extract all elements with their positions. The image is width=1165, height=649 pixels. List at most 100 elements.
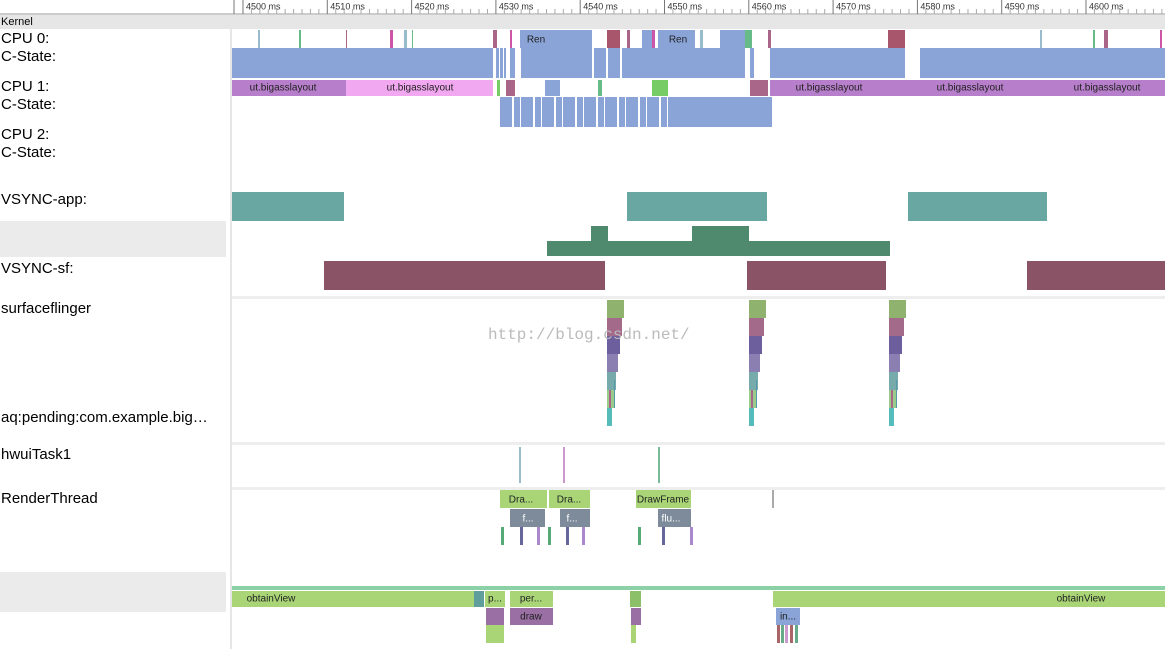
slice-label: ut.bigasslayout <box>250 83 317 94</box>
slice <box>605 97 612 127</box>
slice <box>556 97 562 127</box>
slice <box>542 97 549 127</box>
slice <box>607 408 612 426</box>
slice <box>1040 30 1042 48</box>
slice <box>652 80 668 96</box>
slice <box>889 300 906 318</box>
slice <box>520 30 592 48</box>
vsync-app-slice <box>908 192 1047 221</box>
slice <box>607 336 620 354</box>
slice <box>781 625 784 643</box>
counter <box>591 226 608 241</box>
slice <box>622 48 745 78</box>
slice <box>545 80 560 96</box>
ruler-label: 4530 ms <box>499 1 534 11</box>
slice <box>636 490 691 508</box>
slice <box>570 97 575 127</box>
slice <box>506 80 515 96</box>
slice <box>510 591 553 607</box>
track-bg <box>0 221 226 257</box>
slice <box>777 625 780 643</box>
slice-label: ut.bigasslayout <box>937 83 1004 94</box>
slice-label: Dra... <box>557 495 581 506</box>
slice <box>720 30 745 48</box>
slice <box>658 30 695 48</box>
slice <box>528 97 533 127</box>
slice <box>749 354 760 372</box>
slice <box>485 591 505 607</box>
slice <box>889 408 894 426</box>
slice <box>776 608 800 625</box>
slice <box>750 80 768 96</box>
slice <box>584 97 591 127</box>
ruler-label: 4540 ms <box>583 1 618 11</box>
slice <box>519 447 521 483</box>
track-label: VSYNC-sf: <box>1 260 74 277</box>
slice <box>299 30 301 48</box>
slice <box>749 318 764 336</box>
slice <box>642 30 652 48</box>
slice <box>773 591 1165 607</box>
slice-label: per... <box>520 594 542 605</box>
slice <box>612 48 620 78</box>
slice <box>577 97 583 127</box>
slice-label: f... <box>522 514 533 525</box>
slice-label: Dra... <box>509 495 533 506</box>
ruler-label: 4580 ms <box>920 1 955 11</box>
slice <box>633 97 638 127</box>
slice <box>514 97 520 127</box>
slice <box>785 625 788 643</box>
slice <box>258 30 260 48</box>
track-label: C-State: <box>1 144 56 161</box>
slice <box>510 509 545 527</box>
slice-label: Ren <box>527 35 545 46</box>
slice <box>607 30 620 48</box>
separator <box>232 442 1165 445</box>
slice-label: in... <box>780 612 796 623</box>
slice-label: f... <box>566 514 577 525</box>
slice <box>749 372 758 390</box>
slice <box>614 380 615 408</box>
slice <box>891 390 893 408</box>
slice <box>232 591 474 607</box>
ruler-label: 4600 ms <box>1089 1 1124 11</box>
vsync-sf-slice <box>1027 261 1165 290</box>
slice <box>700 30 703 48</box>
slice <box>582 527 585 545</box>
slice <box>631 625 636 643</box>
track-label: RenderThread <box>1 490 98 507</box>
counter <box>692 226 749 241</box>
slice <box>598 80 602 96</box>
slice <box>497 80 500 96</box>
slice <box>521 97 528 127</box>
slice <box>630 591 641 607</box>
slice <box>795 625 798 643</box>
separator <box>232 487 1165 490</box>
slice <box>638 527 641 545</box>
slice <box>486 608 504 625</box>
vsync-app-slice <box>627 192 767 221</box>
slice <box>510 48 515 78</box>
separator <box>232 296 1165 299</box>
slice <box>770 48 905 78</box>
vsync-sf-slice <box>747 261 886 290</box>
slice <box>1047 80 1165 96</box>
slice <box>500 48 503 78</box>
slice <box>654 97 659 127</box>
counter <box>547 241 890 256</box>
track-label: CPU 1: <box>1 78 49 95</box>
slice <box>690 527 693 545</box>
ruler-label: 4500 ms <box>246 1 281 11</box>
slice <box>647 97 654 127</box>
slice <box>756 380 757 408</box>
slice <box>631 608 641 625</box>
slice-label: ut.bigasslayout <box>387 83 454 94</box>
slice <box>566 527 569 545</box>
track-label: C-State: <box>1 96 56 113</box>
slice <box>1160 30 1162 48</box>
slice <box>749 408 754 426</box>
slice-label: ut.bigasslayout <box>796 83 863 94</box>
track-label: surfaceflinger <box>1 300 91 317</box>
slice <box>493 30 497 48</box>
slice <box>896 380 897 408</box>
